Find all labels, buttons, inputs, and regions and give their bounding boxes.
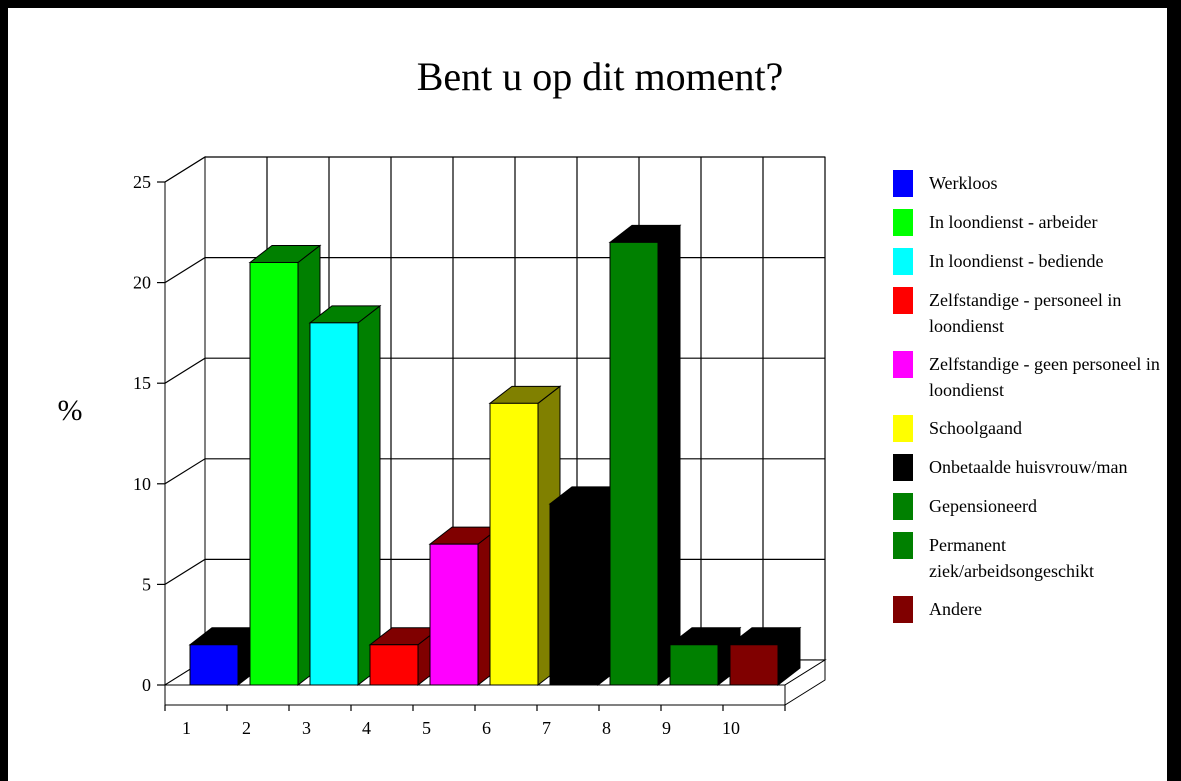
legend-entry: Gepensioneerd [893, 493, 1163, 520]
x-tick-label: 9 [662, 718, 671, 738]
legend-entry: Onbetaalde huisvrouw/man [893, 454, 1163, 481]
x-tick-label: 7 [542, 718, 551, 738]
legend-entry: Werkloos [893, 170, 1163, 197]
legend-label: In loondienst - arbeider [929, 212, 1098, 232]
legend-swatch [893, 170, 913, 197]
legend-label: Werkloos [929, 173, 998, 193]
bar [669, 644, 719, 686]
legend-swatch [893, 493, 913, 520]
legend-label: Schoolgaand [929, 418, 1022, 438]
legend-label: Onbetaalde huisvrouw/man [929, 457, 1128, 477]
bar [549, 503, 599, 686]
legend-swatch [893, 532, 913, 559]
bar [729, 644, 779, 686]
legend-entry: Andere [893, 596, 1163, 623]
bar-side [357, 304, 381, 687]
bar-side [657, 224, 681, 687]
legend-swatch [893, 596, 913, 623]
legend-entry: In loondienst - bediende [893, 248, 1163, 275]
x-tick-label: 8 [602, 718, 611, 738]
y-axis-label: % [58, 394, 83, 427]
left-wall [164, 156, 206, 686]
legend-label: Zelfstandige - geen personeel in loondie… [929, 354, 1160, 400]
legend-label: Andere [929, 599, 982, 619]
legend-label: In loondienst - bediende [929, 251, 1104, 271]
bar [309, 322, 359, 686]
bar [249, 261, 299, 686]
bar [489, 402, 539, 686]
floor-front [164, 684, 786, 706]
x-tick-label: 6 [482, 718, 491, 738]
bar [189, 644, 239, 686]
y-tick-label: 25 [133, 172, 151, 192]
legend-entry: In loondienst - arbeider [893, 209, 1163, 236]
y-tick-label: 0 [142, 675, 151, 695]
x-tick-label: 4 [362, 718, 371, 738]
legend-swatch [893, 209, 913, 236]
chart-title: Bent u op dit moment? [417, 54, 784, 99]
legend-swatch [893, 351, 913, 378]
legend-entry: Schoolgaand [893, 415, 1163, 442]
legend-swatch [893, 454, 913, 481]
x-tick-label: 2 [242, 718, 251, 738]
floor-side [784, 659, 826, 706]
bar [429, 543, 479, 686]
bar [609, 241, 659, 686]
legend-label: Zelfstandige - personeel in loondienst [929, 290, 1122, 336]
legend: Werkloos In loondienst - arbeider In loond… [893, 170, 1163, 623]
legend-swatch [893, 287, 913, 314]
x-tick-label: 10 [722, 718, 740, 738]
grid-line [164, 156, 825, 183]
y-tick-label: 5 [142, 574, 151, 594]
bar [369, 644, 419, 686]
legend-label: Permanent ziek/arbeidsongeschikt [929, 535, 1094, 581]
legend-swatch [893, 415, 913, 442]
legend-entry: Zelfstandige - geen personeel in loondie… [893, 351, 1163, 403]
legend-swatch [893, 248, 913, 275]
x-tick-label: 3 [302, 718, 311, 738]
y-tick-label: 20 [133, 273, 151, 293]
legend-label: Gepensioneerd [929, 496, 1037, 516]
x-tick-label: 5 [422, 718, 431, 738]
legend-entry: Permanent ziek/arbeidsongeschikt [893, 532, 1163, 584]
x-tick-label: 1 [182, 718, 191, 738]
y-tick-label: 10 [133, 474, 151, 494]
y-tick-label: 15 [133, 373, 151, 393]
legend-entry: Zelfstandige - personeel in loondienst [893, 287, 1163, 339]
